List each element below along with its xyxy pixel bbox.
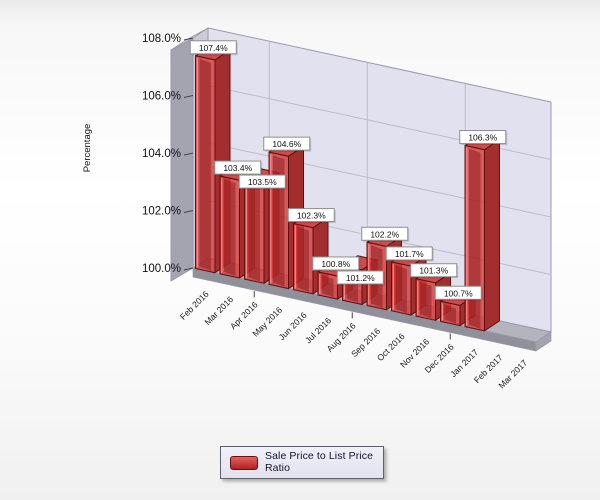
y-tick-label: 104.0% [142, 148, 181, 160]
y-tick-label: 100.0% [142, 263, 181, 275]
svg-text:100.8%: 100.8% [321, 259, 350, 269]
value-label: 101.2% [336, 270, 385, 286]
legend-label: Sale Price to List Price Ratio [265, 450, 374, 474]
value-label: 107.4% [189, 40, 238, 56]
legend-label-line2: Ratio [265, 461, 291, 474]
y-tick-label: 102.0% [142, 206, 181, 218]
chart-legend: Sale Price to List Price Ratio [220, 446, 384, 479]
bar-chart-3d: 107.4% 103.4% 103.5% 104.6% 102.3% 100.8% 101.… [82, 27, 552, 390]
svg-text:106.3%: 106.3% [468, 133, 497, 143]
svg-text:101.7%: 101.7% [395, 249, 424, 259]
value-label: 103.5% [238, 174, 287, 190]
y-axis-title: Percentage [82, 124, 93, 173]
value-label: 106.3% [459, 130, 508, 146]
svg-text:100.7%: 100.7% [444, 288, 473, 298]
legend-label-line1: Sale Price to List Price [265, 450, 374, 462]
value-label: 102.3% [287, 208, 336, 224]
chart-3d-svg: 107.4% 103.4% 103.5% 104.6% 102.3% 100.8% 101.… [82, 27, 552, 390]
legend-swatch-icon [230, 455, 258, 470]
svg-text:102.2%: 102.2% [370, 229, 399, 239]
y-tick-label: 108.0% [142, 33, 181, 45]
y-tick-label: 106.0% [142, 91, 181, 103]
value-label: 101.3% [410, 263, 459, 279]
value-label: 101.7% [385, 246, 434, 262]
value-label: 102.2% [361, 226, 410, 242]
value-label: 100.8% [312, 256, 361, 272]
value-label: 103.4% [214, 160, 263, 176]
svg-text:103.4%: 103.4% [223, 163, 252, 173]
value-label: 104.6% [263, 136, 312, 152]
value-label: 100.7% [434, 285, 483, 301]
svg-text:101.2%: 101.2% [346, 273, 375, 283]
svg-text:104.6%: 104.6% [272, 139, 301, 149]
svg-text:101.3%: 101.3% [419, 266, 448, 276]
svg-text:107.4%: 107.4% [199, 43, 228, 53]
x-category-label: Jul 2016 [303, 315, 333, 345]
svg-text:102.3%: 102.3% [297, 211, 326, 221]
svg-text:103.5%: 103.5% [248, 177, 277, 187]
